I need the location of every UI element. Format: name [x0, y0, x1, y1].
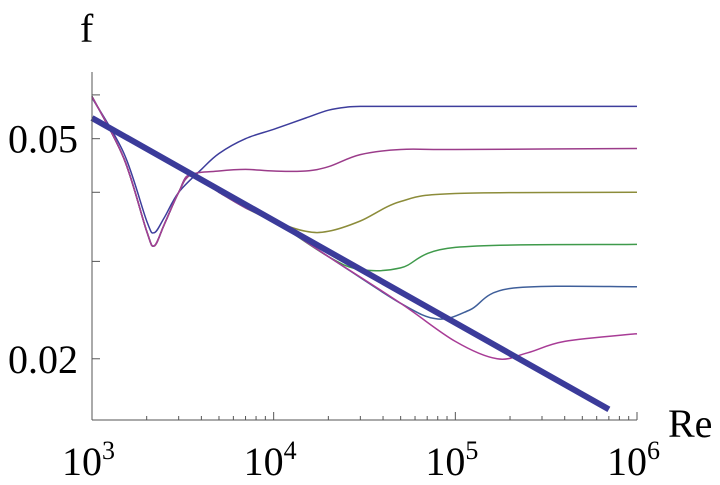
series-line-7 [91, 96, 638, 360]
x-tick-label: 105 [425, 436, 478, 484]
y-tick-label: 0.05 [8, 117, 78, 162]
x-tick-label: 104 [244, 436, 297, 484]
y-axis-label: f [80, 6, 94, 51]
series-line-5 [91, 96, 638, 272]
x-tick-label: 106 [607, 436, 660, 484]
series-line-2 [91, 97, 637, 234]
series-line-1 [90, 115, 611, 413]
tick-layer: 103 104 105 106 0.05 0.02 [8, 94, 660, 484]
series-line-3 [91, 96, 638, 247]
x-tick-label: 103 [62, 436, 115, 484]
series-layer [90, 96, 638, 413]
y-tick-label: 0.02 [8, 337, 78, 382]
series-line-6 [91, 96, 638, 320]
x-axis-label: Re [668, 401, 712, 446]
series-line-4 [91, 96, 638, 247]
